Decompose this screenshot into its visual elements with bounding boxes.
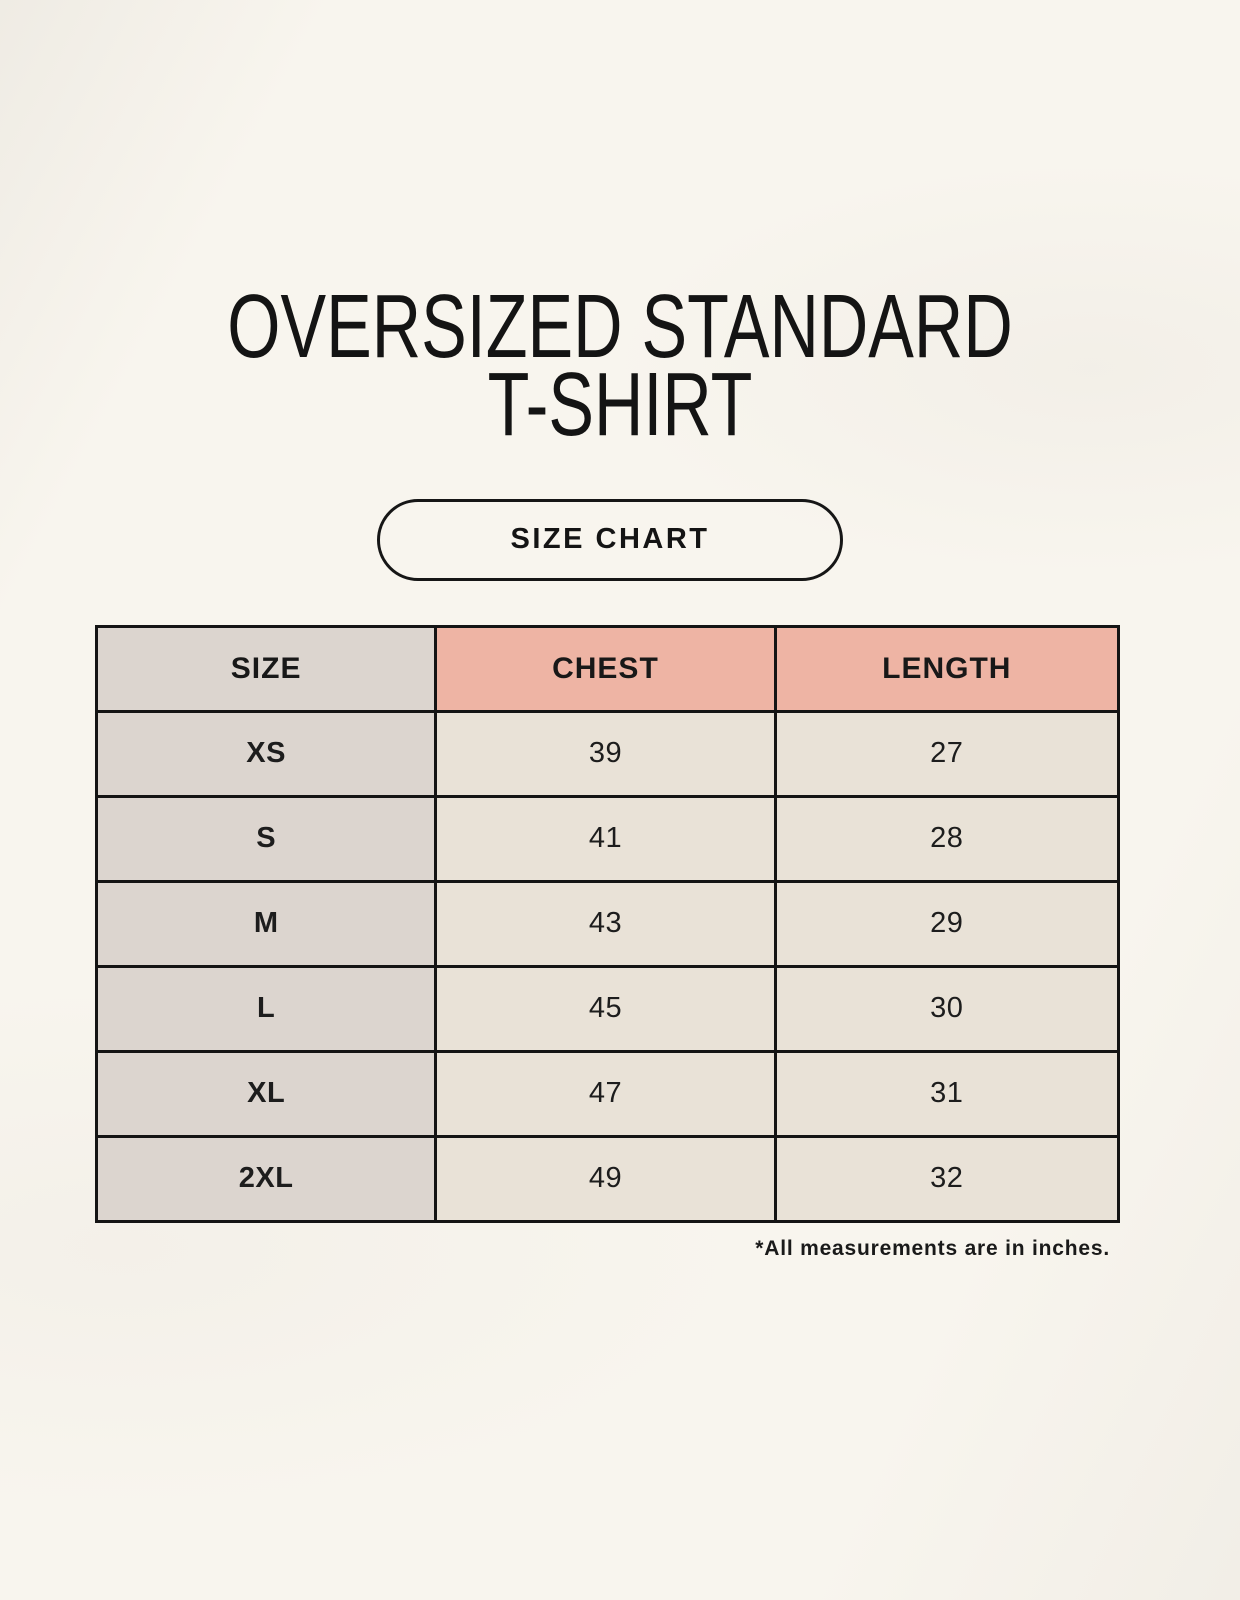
size-label-cell: S xyxy=(94,794,438,883)
chest-value-cell: 43 xyxy=(434,879,777,968)
size-label-cell: M xyxy=(94,879,438,968)
size-table: SIZE CHEST LENGTH XS 39 27 S 41 28 M 43 29 L 45 30 XL 4… xyxy=(94,624,1121,1223)
chest-value-cell: 41 xyxy=(434,794,777,883)
header-row: SIZE CHEST LENGTH xyxy=(94,624,1121,713)
chest-value-cell: 47 xyxy=(434,1049,777,1138)
size-chart-badge: SIZE CHART xyxy=(377,498,843,581)
page-title-line-2: T-SHIRT xyxy=(487,355,753,456)
size-label-cell: L xyxy=(94,964,438,1053)
size-chart-poster: OVERSIZED STANDARD T-SHIRT SIZE CHART SI… xyxy=(0,0,1240,1260)
table-row: 2XL 49 32 xyxy=(94,1134,1121,1223)
size-label-cell: XL xyxy=(94,1049,438,1138)
length-value-cell: 28 xyxy=(773,794,1121,883)
length-value-cell: 30 xyxy=(773,964,1121,1053)
length-value-cell: 32 xyxy=(773,1134,1121,1223)
size-table-container: SIZE CHEST LENGTH XS 39 27 S 41 28 M 43 29 L 45 30 XL 4… xyxy=(94,624,1121,1223)
length-value-cell: 31 xyxy=(773,1049,1121,1138)
chest-value-cell: 49 xyxy=(434,1134,777,1223)
column-header-chest: CHEST xyxy=(434,624,777,713)
page-title-line-1: OVERSIZED STANDARD xyxy=(227,277,1013,377)
length-value-cell: 27 xyxy=(773,709,1121,798)
table-row: M 43 29 xyxy=(94,879,1121,968)
size-label-cell: XS xyxy=(94,709,438,798)
chest-value-cell: 39 xyxy=(434,709,777,798)
length-value-cell: 29 xyxy=(773,879,1121,968)
size-chart-badge-label: SIZE CHART xyxy=(510,523,710,556)
page-title: OVERSIZED STANDARD T-SHIRT xyxy=(0,0,1240,456)
size-table-head: SIZE CHEST LENGTH xyxy=(94,624,1121,713)
chest-value-cell: 45 xyxy=(434,964,777,1053)
table-row: XS 39 27 xyxy=(94,709,1121,798)
table-row: S 41 28 xyxy=(94,794,1121,883)
column-header-size: SIZE xyxy=(94,624,438,713)
measurements-footnote: *All measurements are in inches. xyxy=(755,1236,1110,1260)
table-row: L 45 30 xyxy=(94,964,1121,1053)
size-label-cell: 2XL xyxy=(94,1134,438,1223)
column-header-length: LENGTH xyxy=(773,624,1121,713)
table-row: XL 47 31 xyxy=(94,1049,1121,1138)
size-table-body: XS 39 27 S 41 28 M 43 29 L 45 30 XL 47 31 2XL 49 32 xyxy=(94,709,1121,1223)
